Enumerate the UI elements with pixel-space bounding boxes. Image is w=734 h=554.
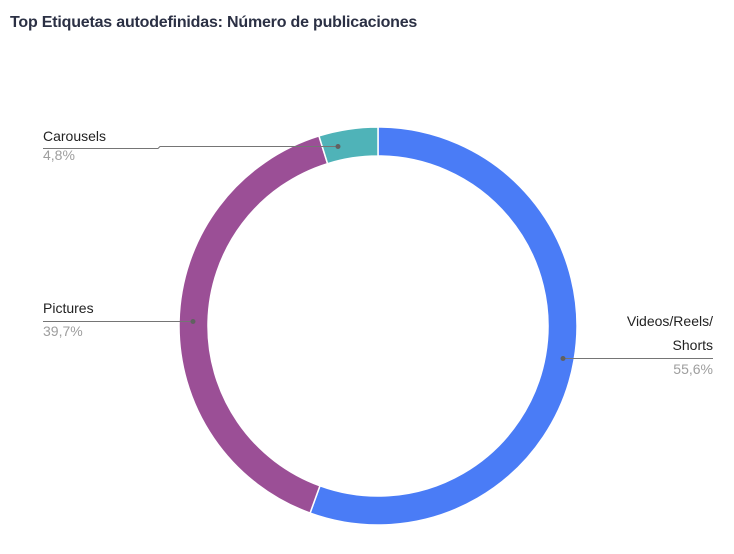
videos-slice[interactable] [309, 126, 578, 526]
pictures-label-name: Pictures [43, 300, 94, 316]
pictures-label-percent: 39,7% [43, 323, 83, 339]
pictures-label: Pictures 39,7% [43, 299, 94, 340]
carousels-label-name: Carousels [43, 128, 107, 144]
videos-label-percent: 55,6% [673, 361, 713, 377]
pictures-leader-dot [190, 319, 196, 324]
videos-label-name-line1: Videos/Reels/ [626, 313, 713, 329]
carousels-label: Carousels 4,8% [43, 127, 106, 164]
chart-title: Top Etiquetas autodefinidas: Número de p… [10, 14, 418, 31]
carousels-label-percent: 4,8% [43, 147, 75, 163]
videos-label: Videos/Reels/ Shorts 55,6% [627, 312, 713, 378]
videos-label-name-line2: Shorts [672, 337, 713, 353]
carousels-leader-line [43, 146, 338, 149]
carousels-slice[interactable] [318, 126, 379, 165]
pictures-slice[interactable] [178, 135, 329, 515]
leader-lines [43, 146, 713, 359]
carousels-leader-dot [335, 144, 341, 149]
donut-slices [178, 126, 578, 526]
videos-leader-dot [560, 356, 566, 361]
leader-dots [190, 144, 566, 361]
